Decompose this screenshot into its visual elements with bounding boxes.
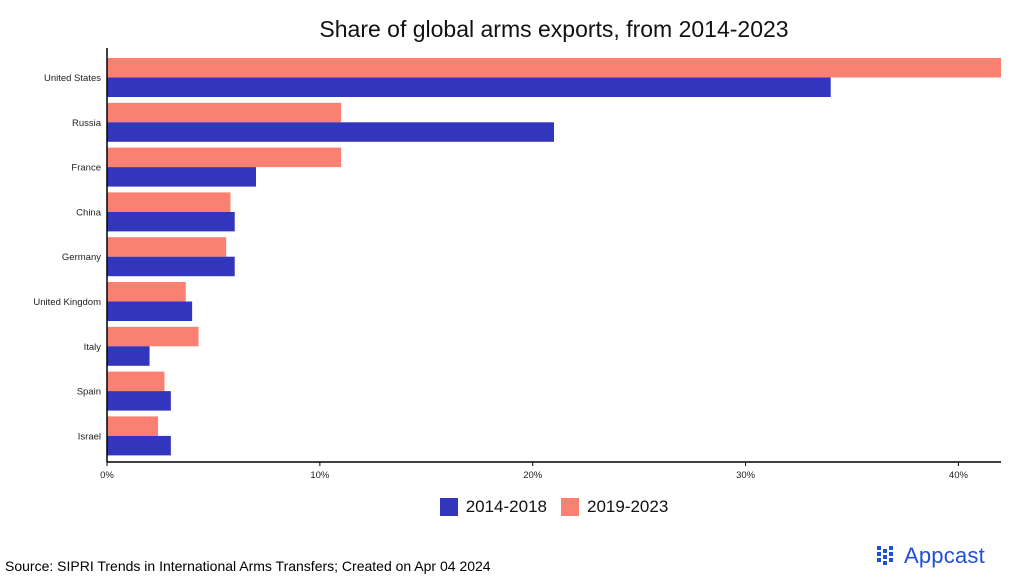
brand-name: Appcast <box>904 543 985 568</box>
y-tick-label: United Kingdom <box>33 297 101 308</box>
bar-spain-2014-2018 <box>107 391 171 411</box>
legend-label-2014-2018: 2014-2018 <box>465 497 547 516</box>
y-tick-label: China <box>76 207 102 218</box>
y-tick-label: Russia <box>72 118 102 129</box>
x-tick-label: 0% <box>100 470 114 481</box>
legend-swatch-2014-2018 <box>439 498 458 516</box>
labels-layer: United States Russia France China Germany Uni… <box>33 73 968 481</box>
legend-swatch-2019-2023 <box>561 498 579 516</box>
bar-russia-2019-2023 <box>107 102 342 123</box>
bar-china-2014-2018 <box>107 211 235 232</box>
brand-logo: Appcast <box>876 543 985 569</box>
legend: 2014-2018 2019-2023 <box>0 497 1024 517</box>
bar-italy-2019-2023 <box>107 326 199 347</box>
bar-united-kingdom-2014-2018 <box>107 301 193 321</box>
bar-germany-2014-2018 <box>107 256 235 277</box>
legend-label-2019-2023: 2019-2023 <box>587 497 669 516</box>
bar-united-kingdom-2019-2023 <box>107 282 186 302</box>
y-tick-label: Spain <box>77 387 101 398</box>
bar-united-states-2014-2018 <box>107 77 831 97</box>
bar-france-2014-2018 <box>107 167 256 187</box>
source-note: Source: SIPRI Trends in International Ar… <box>5 558 491 574</box>
y-tick-label: Germany <box>62 252 101 263</box>
y-tick-label: Israel <box>78 431 101 442</box>
bar-chart: United States Russia France China Germany Uni… <box>33 48 1001 481</box>
y-tick-label: France <box>71 163 101 174</box>
legend-item-2019-2023: 2019-2023 <box>561 497 668 517</box>
x-tick-label: 30% <box>736 470 756 481</box>
x-tick-label: 10% <box>310 470 330 481</box>
x-tick-label: 40% <box>949 470 969 481</box>
bar-france-2019-2023 <box>107 147 342 168</box>
bar-italy-2014-2018 <box>107 346 150 366</box>
chart-title: Share of global arms exports, from 2014-… <box>319 16 789 42</box>
bar-china-2019-2023 <box>107 192 231 212</box>
bar-united-states-2019-2023 <box>107 58 1001 78</box>
bar-spain-2019-2023 <box>107 371 165 392</box>
x-tick-label: 20% <box>523 470 543 481</box>
appcast-logo-icon <box>877 546 893 565</box>
y-tick-label: Italy <box>84 342 102 353</box>
bar-israel-2019-2023 <box>107 416 159 436</box>
bar-israel-2014-2018 <box>107 435 171 456</box>
bar-russia-2014-2018 <box>107 122 554 142</box>
legend-item-2014-2018: 2014-2018 <box>439 497 547 517</box>
y-tick-label: United States <box>44 73 101 84</box>
bar-germany-2019-2023 <box>107 237 227 257</box>
bars-layer <box>107 58 1001 456</box>
